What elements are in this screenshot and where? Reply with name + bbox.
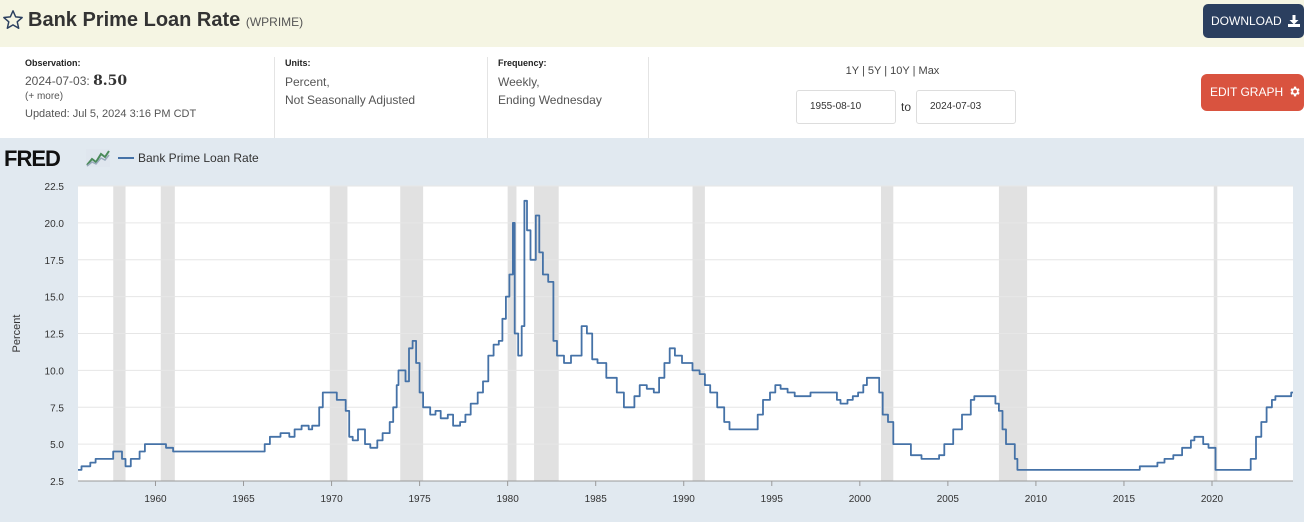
range-10y[interactable]: 10Y: [890, 65, 910, 77]
x-tick-label: 1965: [232, 494, 255, 505]
download-icon: [1288, 15, 1301, 27]
gear-icon: [1290, 86, 1301, 97]
start-date-input[interactable]: 1955-08-10: [796, 90, 896, 124]
x-tick-label: 1960: [144, 494, 167, 505]
range-5y[interactable]: 5Y: [867, 65, 882, 77]
frequency-label: Frequency:: [498, 58, 547, 68]
x-tick-label: 1980: [497, 494, 520, 505]
frequency-block: Frequency: Weekly, Ending Wednesday: [498, 58, 643, 109]
page-title: Bank Prime Loan Rate (WPRIME): [28, 9, 303, 32]
x-tick-label: 2015: [1113, 494, 1136, 505]
date-range-to-label: to: [901, 100, 912, 114]
x-tick-label: 2020: [1201, 494, 1224, 505]
legend-label: Bank Prime Loan Rate: [138, 151, 259, 165]
divider: [274, 57, 275, 138]
y-tick-label: 20.0: [45, 219, 65, 230]
x-tick-label: 1975: [408, 494, 431, 505]
y-tick-label: 10.0: [45, 366, 65, 377]
series-meta: Observation: 2024-07-03: 8.50 (+ more) U…: [0, 47, 1304, 138]
more-observations-link[interactable]: (+ more): [25, 91, 64, 102]
chart-panel: FRED Bank Prime Loan Rate 2.5 5.0 7.5 10.0 1…: [0, 138, 1304, 522]
x-tick-label: 1985: [585, 494, 608, 505]
units-block: Units: Percent, Not Seasonally Adjusted: [285, 58, 480, 109]
x-tick-label: 2005: [937, 494, 960, 505]
observation-block: Observation: 2024-07-03: 8.50 (+ more) U…: [25, 58, 270, 120]
y-tick-label: 17.5: [45, 256, 65, 267]
download-label: DOWNLOAD: [1211, 14, 1282, 28]
x-tick-label: 2010: [1025, 494, 1048, 505]
end-date-input[interactable]: 2024-07-03: [916, 90, 1016, 124]
edit-graph-button[interactable]: EDIT GRAPH: [1201, 74, 1304, 111]
line-chart[interactable]: 2.5 5.0 7.5 10.0 12.5 15.0 17.5 20.0 22.5 1960 196…: [0, 138, 1304, 522]
y-tick-label: 22.5: [45, 182, 65, 193]
edit-graph-label: EDIT GRAPH: [1210, 85, 1284, 99]
y-tick-label: 12.5: [45, 330, 65, 341]
frequency-line-1: Weekly,: [498, 75, 540, 89]
units-line-2: Not Seasonally Adjusted: [285, 93, 416, 107]
y-axis-label: Percent: [11, 315, 23, 353]
observation-row: 2024-07-03: 8.50: [25, 73, 270, 89]
observation-date: 2024-07-03:: [25, 74, 90, 88]
units-line-1: Percent,: [285, 75, 330, 89]
x-tick-label: 2000: [849, 494, 872, 505]
y-tick-label: 5.0: [50, 440, 64, 451]
star-icon[interactable]: [2, 9, 24, 31]
range-links: 1Y | 5Y | 10Y | Max: [845, 65, 940, 77]
x-tick-label: 1970: [320, 494, 343, 505]
series-title: Bank Prime Loan Rate: [28, 9, 241, 31]
divider: [648, 57, 649, 138]
updated-timestamp: Updated: Jul 5, 2024 3:16 PM CDT: [25, 108, 197, 120]
range-max[interactable]: Max: [918, 65, 940, 77]
y-tick-label: 15.0: [45, 293, 65, 304]
range-1y[interactable]: 1Y: [845, 65, 859, 77]
series-line: [78, 199, 1293, 471]
x-tick-label: 1990: [673, 494, 696, 505]
y-tick-label: 2.5: [50, 477, 64, 488]
divider: [487, 57, 488, 138]
frequency-line-2: Ending Wednesday: [498, 93, 602, 107]
title-bar: Bank Prime Loan Rate (WPRIME) DOWNLOAD: [0, 0, 1304, 47]
series-code: (WPRIME): [245, 15, 304, 29]
fred-logo[interactable]: FRED: [4, 146, 61, 171]
x-tick-label: 1995: [761, 494, 784, 505]
observation-value: 8.50: [93, 73, 128, 89]
legend-swatch: [118, 157, 134, 159]
y-tick-label: 7.5: [50, 403, 64, 414]
units-label: Units:: [285, 58, 311, 68]
fred-graph-icon: [86, 149, 110, 167]
observation-label: Observation:: [25, 58, 81, 68]
download-button[interactable]: DOWNLOAD: [1203, 4, 1304, 38]
